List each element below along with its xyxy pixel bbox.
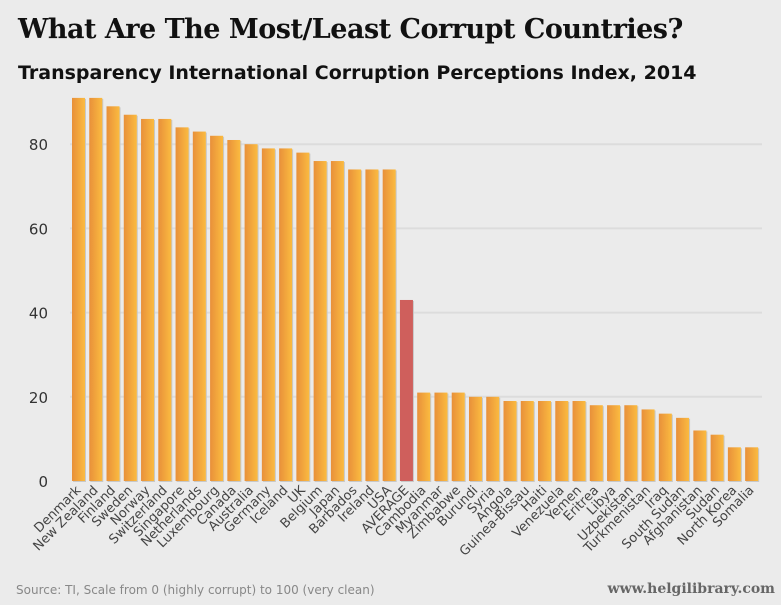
bar-cambodia: [417, 392, 431, 481]
y-tick-label: 40: [29, 305, 48, 323]
bar-south-sudan: [676, 417, 690, 481]
chart-title: What Are The Most/Least Corrupt Countrie…: [18, 14, 683, 45]
y-tick-label: 0: [38, 473, 48, 491]
bar-belgium: [313, 161, 327, 482]
bar-zimbabwe: [451, 392, 465, 481]
bar-australia: [244, 144, 258, 481]
bar-canada: [227, 139, 241, 482]
bar-yemen: [572, 401, 586, 481]
bar-iraq: [658, 413, 672, 481]
bar-finland: [106, 106, 120, 481]
y-tick-label: 20: [29, 389, 48, 407]
bar-north-korea: [727, 447, 741, 481]
bar-libya: [607, 405, 621, 481]
bar-uzbekistan: [624, 405, 638, 481]
bar-switzerland: [158, 118, 172, 481]
bar-uk: [296, 152, 310, 481]
bar-denmark: [72, 97, 85, 481]
bar-angola: [503, 401, 517, 481]
bar-ireland: [365, 169, 379, 481]
bar-average: [399, 299, 413, 481]
chart-subtitle: Transparency International Corruption Pe…: [18, 62, 697, 84]
bar-luxembourg: [210, 135, 224, 481]
bar-afghanistan: [693, 430, 707, 481]
bar-sudan: [710, 434, 724, 481]
bar-burundi: [468, 396, 482, 481]
bar-guinea-bissau: [520, 401, 534, 481]
bar-turkmenistan: [641, 409, 655, 481]
bar-venezuela: [555, 401, 569, 481]
y-tick-label: 60: [29, 220, 48, 238]
bar-norway: [141, 118, 155, 481]
bar-iceland: [279, 148, 293, 481]
source-note: Source: TI, Scale from 0 (highly corrupt…: [16, 583, 375, 597]
bar-myanmar: [434, 392, 448, 481]
bar-barbados: [348, 169, 362, 481]
bar-eritrea: [589, 405, 603, 481]
bar-usa: [382, 169, 396, 481]
bar-new-zealand: [89, 97, 103, 481]
bar-haiti: [538, 401, 552, 481]
bar-somalia: [745, 447, 759, 481]
bar-germany: [261, 148, 275, 481]
bar-syria: [486, 396, 500, 481]
y-tick-label: 80: [29, 136, 48, 154]
site-url[interactable]: www.helgilibrary.com: [607, 581, 775, 597]
bar-netherlands: [192, 131, 206, 481]
bar-japan: [330, 161, 344, 482]
bar-singapore: [175, 127, 189, 482]
bar-sweden: [123, 114, 137, 481]
